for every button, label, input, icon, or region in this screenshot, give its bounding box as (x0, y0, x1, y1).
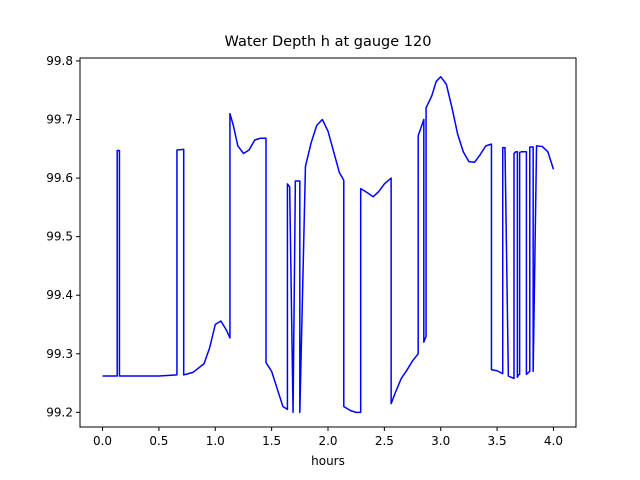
x-tick-label: 2.0 (318, 434, 337, 448)
y-tick-label: 99.7 (46, 113, 73, 127)
x-tick-label: 0.5 (149, 434, 168, 448)
y-tick-label: 99.5 (46, 230, 73, 244)
y-tick-label: 99.8 (46, 54, 73, 68)
x-axis-label: hours (311, 454, 345, 468)
y-tick-label: 99.2 (46, 405, 73, 419)
x-tick-label: 1.0 (206, 434, 225, 448)
series-line-0 (102, 75, 555, 414)
x-tick-label: 3.5 (488, 434, 507, 448)
x-axis-ticks: 0.0 0.5 1.0 1.5 2.0 2.5 3.0 3.5 4.0 (93, 427, 563, 448)
y-tick-label: 99.3 (46, 347, 73, 361)
series-layer (102, 75, 555, 414)
x-tick-label: 3.0 (431, 434, 450, 448)
x-tick-label: 2.5 (375, 434, 394, 448)
y-tick-label: 99.4 (46, 288, 73, 302)
y-axis-ticks: 99.2 99.3 99.4 99.5 99.6 99.7 99.8 (46, 54, 80, 419)
x-tick-label: 4.0 (544, 434, 563, 448)
chart-title: Water Depth h at gauge 120 (224, 34, 432, 50)
x-tick-label: 1.5 (262, 434, 281, 448)
y-tick-label: 99.6 (46, 171, 73, 185)
x-tick-label: 0.0 (93, 434, 112, 448)
axes-frame (79, 57, 577, 428)
